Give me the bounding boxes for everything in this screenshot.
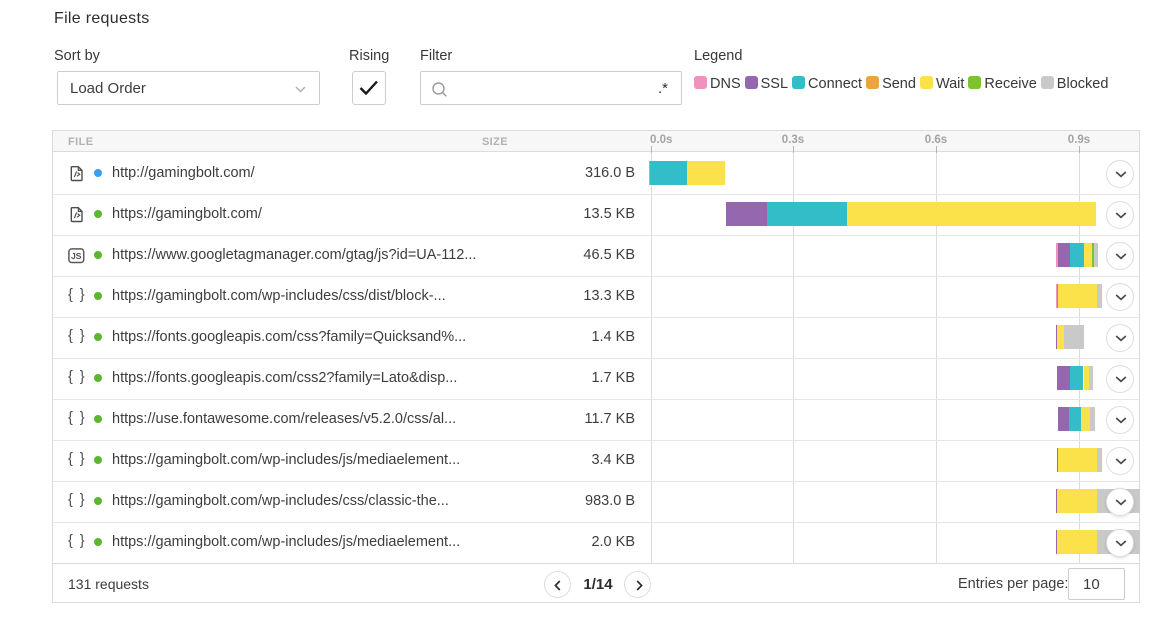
svg-text:JS: JS	[71, 251, 82, 261]
